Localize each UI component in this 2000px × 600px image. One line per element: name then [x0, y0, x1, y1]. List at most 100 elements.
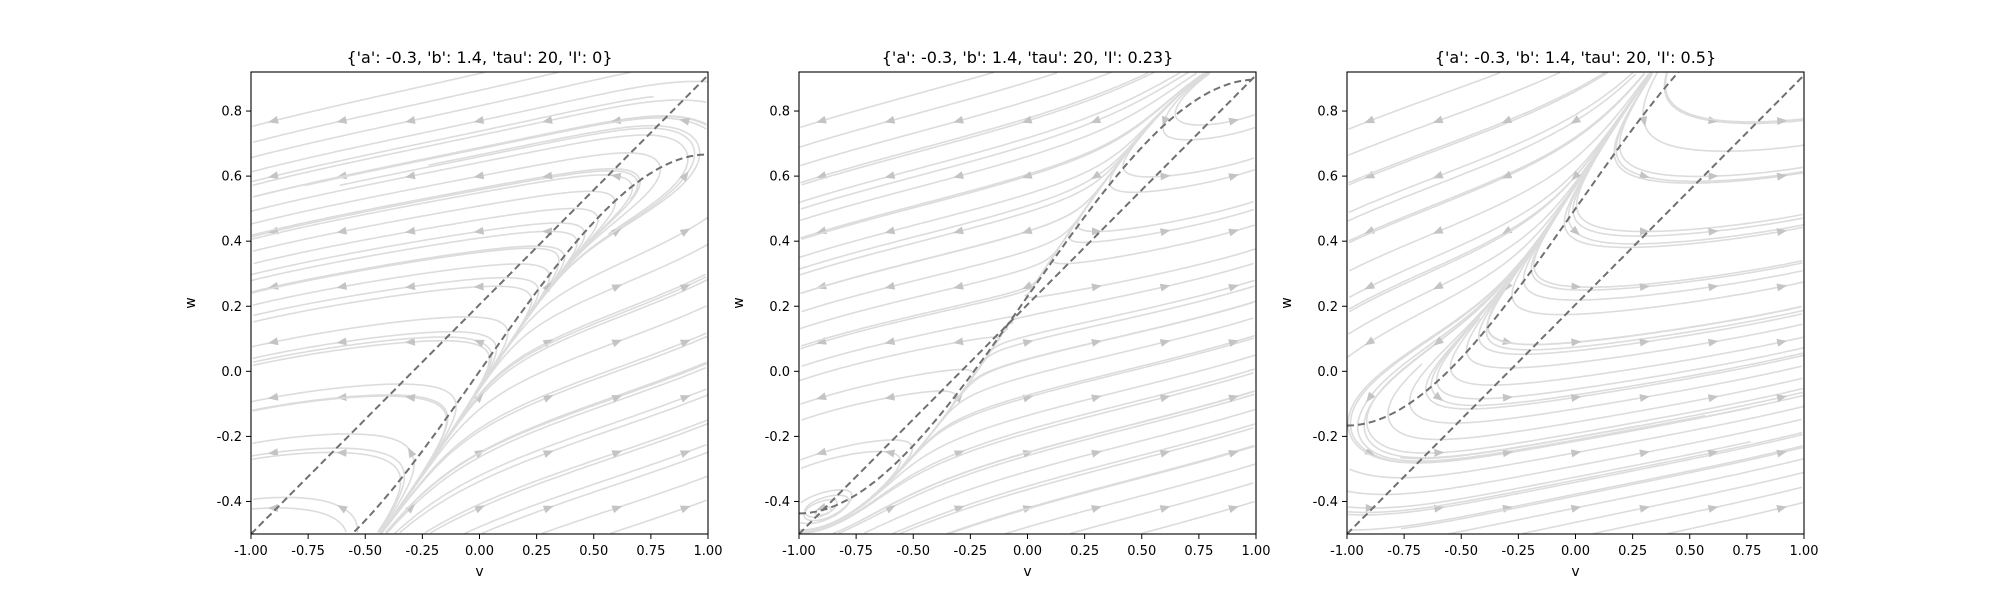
flow-arrow	[1021, 171, 1033, 179]
streamline	[252, 263, 551, 458]
v-nullcline	[350, 153, 708, 534]
flow-arrow	[267, 392, 279, 401]
streamline	[385, 362, 708, 534]
flow-arrow	[1091, 227, 1102, 236]
streamline	[1613, 72, 1804, 184]
streamline	[1618, 74, 1803, 178]
streamline	[252, 433, 416, 533]
flow-arrow	[953, 115, 964, 124]
streamline	[252, 115, 707, 198]
streamline	[1567, 72, 1804, 245]
x-tick-label: -0.75	[839, 544, 873, 559]
flow-arrow	[1776, 338, 1788, 347]
flow-arrow	[542, 505, 554, 514]
streamline	[1348, 72, 1652, 313]
streamline	[800, 72, 1208, 347]
y-tick-label: -0.4	[1313, 495, 1338, 510]
streamline	[1449, 316, 1804, 386]
flow-arrow	[336, 282, 348, 290]
x-axis-label: v	[475, 564, 483, 580]
streamline	[252, 72, 486, 128]
streamline	[800, 354, 1256, 532]
flow-arrow	[1159, 394, 1171, 403]
flow-arrow	[1776, 449, 1788, 458]
flow-arrow	[1639, 227, 1650, 236]
streamline	[1347, 72, 1606, 184]
streamline	[251, 383, 458, 534]
flow-arrow	[1432, 170, 1444, 179]
flow-arrow	[473, 282, 484, 291]
flow-arrow	[542, 395, 554, 403]
streamline	[1511, 177, 1804, 316]
y-tick-label: 0.8	[1317, 105, 1338, 120]
streamline	[888, 279, 1255, 482]
flow-arrow	[1707, 394, 1719, 403]
flow-arrow	[1364, 336, 1376, 346]
flow-arrow	[1364, 115, 1375, 124]
flow-arrow	[1091, 339, 1102, 347]
flow-arrow	[336, 337, 347, 346]
flow-arrow	[884, 449, 896, 458]
v-nullcline	[799, 78, 1256, 515]
streamline	[1076, 72, 1254, 233]
flow-arrow	[816, 447, 827, 456]
flow-arrow	[679, 450, 691, 458]
flow-arrow	[405, 116, 416, 124]
flow-arrow	[542, 116, 553, 124]
x-axis-label: v	[1571, 564, 1579, 580]
streamline	[1050, 74, 1255, 265]
flow-arrow	[1502, 393, 1513, 402]
flow-arrow	[542, 171, 553, 180]
plot-title: {'a': -0.3, 'b': 1.4, 'tau': 20, 'I': 0}	[346, 48, 612, 67]
flow-arrow	[1570, 504, 1582, 513]
streamline	[800, 372, 1254, 534]
flow-arrow	[1228, 339, 1239, 347]
streamline	[1347, 431, 1803, 514]
streamline	[1347, 73, 1637, 222]
y-tick-label: 0.0	[1317, 365, 1338, 380]
x-tick-label: -0.50	[1444, 544, 1478, 559]
streamline	[1348, 72, 1609, 186]
streamline	[1348, 73, 1651, 299]
streamline	[1348, 72, 1501, 130]
flow-arrow	[611, 505, 623, 514]
streamline	[799, 72, 1181, 204]
streamline	[1347, 418, 1802, 496]
flow-arrow	[1228, 505, 1239, 513]
y-tick-label: 0.4	[1317, 235, 1338, 250]
streamline	[304, 117, 707, 187]
x-tick-label: 0.50	[579, 544, 608, 559]
streamline	[1004, 463, 1256, 534]
x-tick-label: -0.75	[291, 544, 325, 559]
streamline	[1663, 72, 1804, 125]
streamline	[1642, 72, 1804, 152]
streamline	[1348, 72, 1561, 157]
flow-arrow	[1159, 283, 1171, 292]
y-tick-label: 0.6	[1317, 170, 1338, 185]
streamline	[394, 388, 707, 534]
y-tick-label: 0.0	[769, 365, 790, 380]
flow-arrow	[1090, 170, 1102, 180]
flow-arrow	[816, 115, 827, 124]
flow-arrow	[405, 503, 416, 514]
flow-arrow	[953, 226, 964, 235]
flow-arrow	[1161, 115, 1170, 127]
x-tick-label: 0.50	[1127, 544, 1156, 559]
flow-arrow	[1502, 504, 1513, 513]
streamline	[251, 95, 654, 183]
streamline	[1593, 486, 1803, 534]
y-axis-label: w	[1279, 297, 1295, 308]
flow-arrow	[610, 172, 622, 181]
x-tick-label: -0.75	[1387, 544, 1421, 559]
flow-arrow	[1639, 116, 1648, 127]
plot-area	[799, 72, 1256, 534]
flow-arrow	[679, 228, 691, 237]
streamline	[801, 72, 1205, 241]
streamline	[1348, 72, 1634, 214]
x-tick-label: 0.75	[636, 544, 665, 559]
x-tick-label: 0.25	[1618, 544, 1647, 559]
streamline	[950, 445, 1255, 534]
x-tick-label: -1.00	[782, 544, 816, 559]
streamline	[1563, 72, 1804, 249]
flow-arrow	[679, 171, 689, 182]
